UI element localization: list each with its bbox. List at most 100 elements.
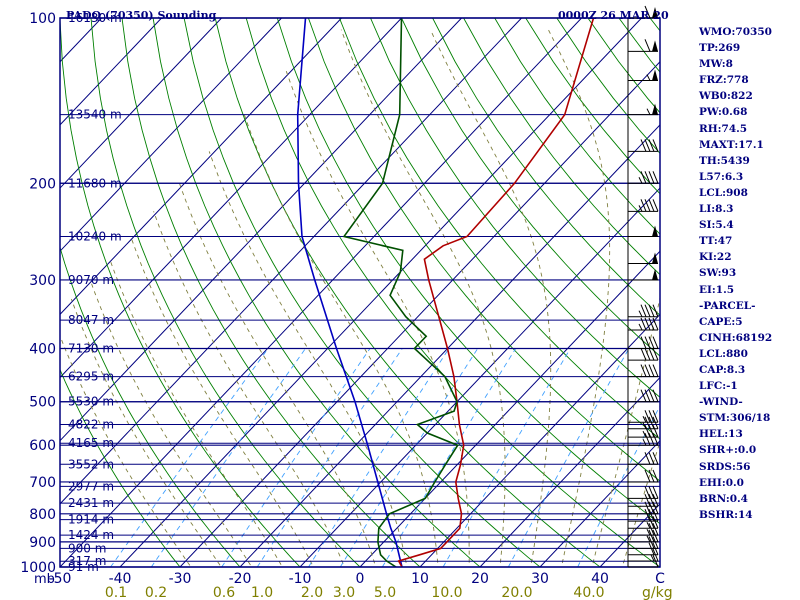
wind-barb <box>628 252 658 264</box>
wind-barb <box>628 494 659 507</box>
stat-item: TP:269 <box>699 42 741 55</box>
wind-barbs <box>627 5 659 568</box>
wind-barb <box>628 486 659 499</box>
stat-item: SRDS:56 <box>699 460 751 473</box>
moist-adiabat <box>60 334 192 567</box>
stat-item: SW:93 <box>699 267 737 280</box>
temperature-tick-label: 30 <box>531 571 549 587</box>
moist-adiabat <box>179 183 377 567</box>
mixing-ratio-label: 0.2 <box>145 585 167 600</box>
moist-adiabat <box>130 236 314 567</box>
dry-adiabat <box>152 18 481 567</box>
pressure-tick-label: 900 <box>29 535 56 551</box>
height-label: 4822 m <box>68 417 114 431</box>
mixing-ratio-line <box>150 348 306 567</box>
profiles <box>296 18 595 567</box>
wind-barb <box>628 5 658 19</box>
wind-barb <box>628 452 659 465</box>
temperature-axis: -50 -40 -30 -20 -10 0 10 20 30 40 Cmb <box>34 571 665 587</box>
height-label: 2977 m <box>68 479 114 493</box>
temperature-tick-label: -10 <box>289 571 312 587</box>
height-label: 2431 m <box>68 496 114 510</box>
stat-item: CAPE:5 <box>699 315 743 328</box>
temperature-tick-label: -30 <box>169 571 192 587</box>
wind-barb <box>628 69 658 82</box>
mixing-ratio-line <box>507 348 630 567</box>
sounding-indices-panel: WMO:70350 TP:269 MW:8 FRZ:778 WB0:822 PW:0.68… <box>699 24 772 523</box>
mixing-ratio-label: 1.0 <box>251 585 273 600</box>
wind-barb <box>628 336 659 350</box>
mixing-ratio-line <box>110 348 269 567</box>
moist-adiabat <box>340 29 506 567</box>
wind-barb <box>628 225 658 237</box>
isotherm-line <box>60 18 342 316</box>
mixing-ratio-label: 2.0 <box>301 585 323 600</box>
dry-adiabat <box>245 18 660 567</box>
height-label: 4165 m <box>68 436 114 450</box>
temperature-tick-label: C <box>655 571 665 587</box>
temperature-tick-label: 40 <box>591 571 609 587</box>
pressure-tick-label: 100 <box>29 11 56 27</box>
wind-barb <box>628 536 659 549</box>
dry-adiabat <box>183 18 541 567</box>
stat-item: MW:8 <box>699 58 733 71</box>
pressure-axis: 100 200 300 400 500 600 700 800 900 1000 <box>20 11 56 576</box>
temperature-tick-label: 0 <box>356 571 365 587</box>
wind-barb <box>628 171 659 184</box>
height-label: 1424 m <box>68 528 114 542</box>
mixing-ratio-line <box>339 348 479 567</box>
wind-barb <box>628 347 659 361</box>
wind-barb <box>628 103 658 116</box>
height-label: 8047 m <box>68 313 114 327</box>
isobars <box>60 17 660 568</box>
wind-barb <box>628 364 659 378</box>
mixing-ratio-label: 0.6 <box>213 585 235 600</box>
stat-item: EHI:0.0 <box>699 476 744 489</box>
height-label: 317 m <box>68 554 106 568</box>
moist-adiabat <box>153 211 345 567</box>
sounding-time: 0000Z 26 MAR 20 <box>558 9 669 22</box>
stat-item: SHR+:0.0 <box>699 444 757 457</box>
pressure-unit-label: mb <box>34 572 55 587</box>
height-label: 11680 m <box>68 176 122 190</box>
moist-adiabat <box>429 29 552 567</box>
moist-adiabat <box>70 298 222 567</box>
mixing-ratio-label: 20.0 <box>501 585 532 600</box>
temperature-trace <box>397 18 595 567</box>
wind-barb <box>628 522 659 536</box>
temperature-tick-label: -20 <box>229 571 252 587</box>
mixing-ratio-label: 10.0 <box>431 585 462 600</box>
dry-adiabat <box>774 18 800 567</box>
isotherm-line <box>419 313 660 567</box>
stat-item: LI:8.3 <box>699 203 734 216</box>
pressure-tick-label: 500 <box>29 395 56 411</box>
stat-item: KI:22 <box>699 251 732 264</box>
mixing-ratio-label: 0.1 <box>105 585 127 600</box>
stat-item: L57:6.3 <box>699 170 744 183</box>
wind-barb <box>628 508 659 522</box>
stat-item: -WIND- <box>699 396 743 409</box>
wind-barb <box>628 433 659 446</box>
stat-item: LFC:-1 <box>699 380 738 393</box>
isotherm-line <box>60 18 282 252</box>
mixing-ratio-label: 5.0 <box>374 585 396 600</box>
stat-item: -PARCEL- <box>699 299 756 312</box>
moist-adiabat <box>243 114 439 567</box>
mixing-ratio-axis: 0.1 0.2 0.6 1.0 2.0 3.0 5.0 10.0 20.0 40.0 g/kg <box>105 585 673 600</box>
stat-item: LCL:880 <box>699 347 748 360</box>
height-label: 13540 m <box>68 108 122 122</box>
temperature-tick-label: 20 <box>471 571 489 587</box>
dry-adiabat <box>90 18 361 567</box>
mixing-ratio-line <box>577 405 660 567</box>
moist-adiabat <box>547 29 611 567</box>
wind-barb <box>628 529 659 543</box>
height-label: 7130 m <box>68 342 114 356</box>
wind-barb <box>628 139 659 152</box>
pressure-tick-label: 200 <box>29 176 56 192</box>
stat-item: MAXT:17.1 <box>699 138 764 151</box>
wind-barb <box>628 199 659 212</box>
isotherm-line <box>539 439 660 567</box>
mixing-ratio-label: 40.0 <box>573 585 604 600</box>
